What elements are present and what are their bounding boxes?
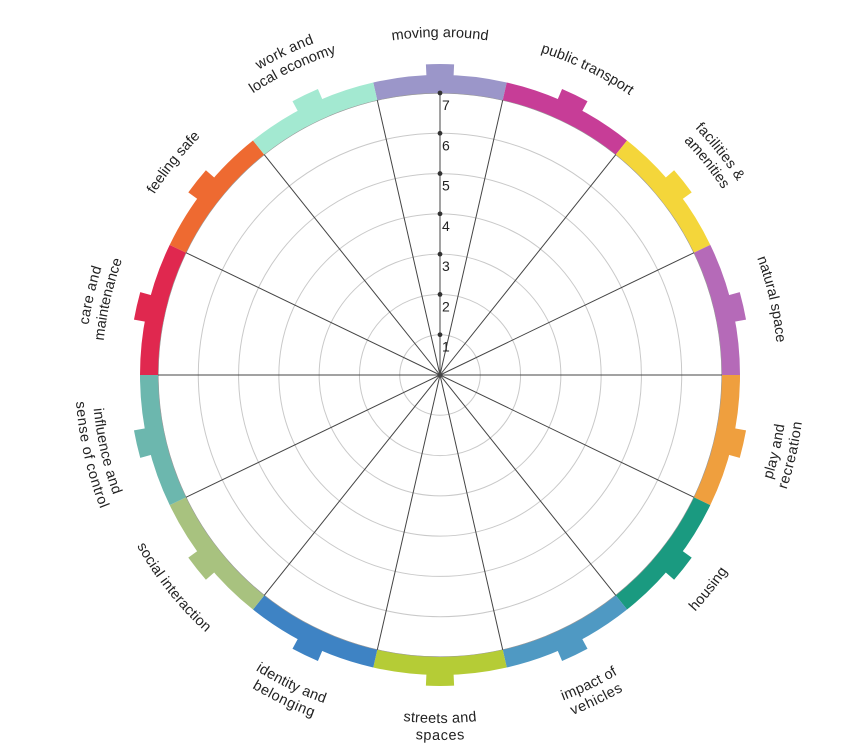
band-tab-work-and-local-economy [292,88,330,127]
band-tab-impact-of-vehicles [550,623,588,662]
band-tab-public-transport [550,88,588,127]
tick-label-1: 1 [442,339,450,355]
spoke-3 [439,252,695,376]
tick-label-6: 6 [442,137,450,153]
spoke-12 [185,252,441,376]
spoke-6 [439,374,617,596]
spoke-5 [439,374,695,498]
band-tab-identity-and-belonging [292,623,330,662]
spoke-13 [263,154,441,376]
tick-label-5: 5 [442,178,450,194]
tick-dot-6 [437,130,443,136]
band-tab-play-and-recreation [711,425,747,458]
tick-dot-7 [437,90,443,96]
label-path-impact-of-vehicles [357,514,748,713]
category-label-moving-around: moving around [391,25,490,44]
tick-label-4: 4 [442,218,450,234]
label-path-feeling-safe [102,44,373,384]
band-tab-social-interaction [188,540,228,580]
tick-dot-4 [437,211,443,217]
category-color-bands [133,64,747,686]
tick-label-3: 3 [442,258,450,274]
scale-ticks: 1 2 3 4 5 6 7 [437,90,450,375]
category-spokes [158,99,722,651]
tick-dot-5 [437,171,443,176]
spoke-2 [439,154,617,376]
band-tab-facilities-and-amenities [652,170,692,210]
band-tab-housing [652,540,692,580]
label-path-social-interaction [102,367,373,707]
band-tab-influence-and-sense-of-control [133,425,169,458]
spoke-9 [263,374,441,596]
band-tab-feeling-safe [188,170,228,210]
band-tab-care-and-maintenance [133,292,169,325]
band-tab-moving-around [425,64,455,94]
label-path-housing [507,367,778,707]
tick-label-2: 2 [442,298,450,314]
tick-label-7: 7 [442,97,450,113]
category-label-streets-and-spaces: spaces [415,727,465,744]
spoke-7 [439,374,504,651]
spoke-1 [439,99,504,376]
category-label-housing: housing [686,564,731,614]
band-tab-natural-space [711,292,747,325]
category-label-public-transport: public transport [539,41,636,99]
spoke-14 [376,99,441,376]
spoke-8 [376,374,441,651]
category-label-streets-and-spaces: streets and [403,709,477,727]
tick-dot-3 [437,251,443,257]
tick-dot-2 [437,292,443,297]
spoke-10 [185,374,441,498]
label-path-facilities-and-amenities [507,44,778,384]
band-tab-streets-and-spaces [425,656,455,686]
tick-dot-1 [437,332,443,338]
category-label-natural-space: natural space [753,254,788,343]
